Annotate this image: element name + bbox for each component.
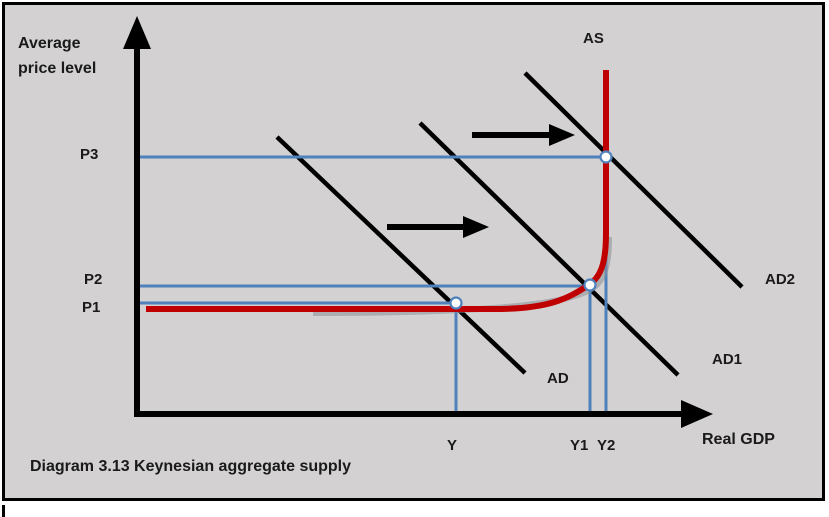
x-axis bbox=[134, 400, 713, 428]
diagram-caption: Diagram 3.13 Keynesian aggregate supply bbox=[30, 458, 352, 475]
y-axis-arrowhead bbox=[123, 16, 151, 49]
y1-label: Y1 bbox=[570, 437, 589, 454]
ad2-line bbox=[523, 71, 744, 289]
x-axis-arrowhead bbox=[681, 400, 713, 428]
ad-line bbox=[275, 135, 527, 375]
equilibrium-point-p1-y bbox=[449, 296, 463, 310]
y-axis bbox=[123, 16, 151, 415]
equilibrium-markers bbox=[449, 150, 613, 310]
p3-label: P3 bbox=[80, 146, 99, 163]
equilibrium-point-p2-y1 bbox=[583, 278, 597, 292]
as-label: AS bbox=[583, 30, 604, 47]
ad1-label: AD1 bbox=[712, 351, 743, 368]
as-curve bbox=[146, 70, 609, 312]
x-axis-label: Real GDP bbox=[702, 431, 775, 448]
text-cursor-mark bbox=[2, 505, 5, 517]
y2-label: Y2 bbox=[597, 437, 616, 454]
ad1-line bbox=[418, 121, 680, 377]
ad2-label: AD2 bbox=[765, 271, 796, 288]
shift-arrow-lower bbox=[387, 216, 489, 238]
guide-lines bbox=[139, 155, 608, 414]
shift-arrow-upper bbox=[472, 124, 575, 146]
equilibrium-point-p3-y2 bbox=[599, 150, 613, 164]
p2-label: P2 bbox=[84, 271, 103, 288]
y-label: Y bbox=[447, 437, 458, 454]
ad-label: AD bbox=[547, 370, 569, 387]
p1-label: P1 bbox=[82, 299, 101, 316]
y-axis-label: Average price level bbox=[18, 35, 97, 77]
